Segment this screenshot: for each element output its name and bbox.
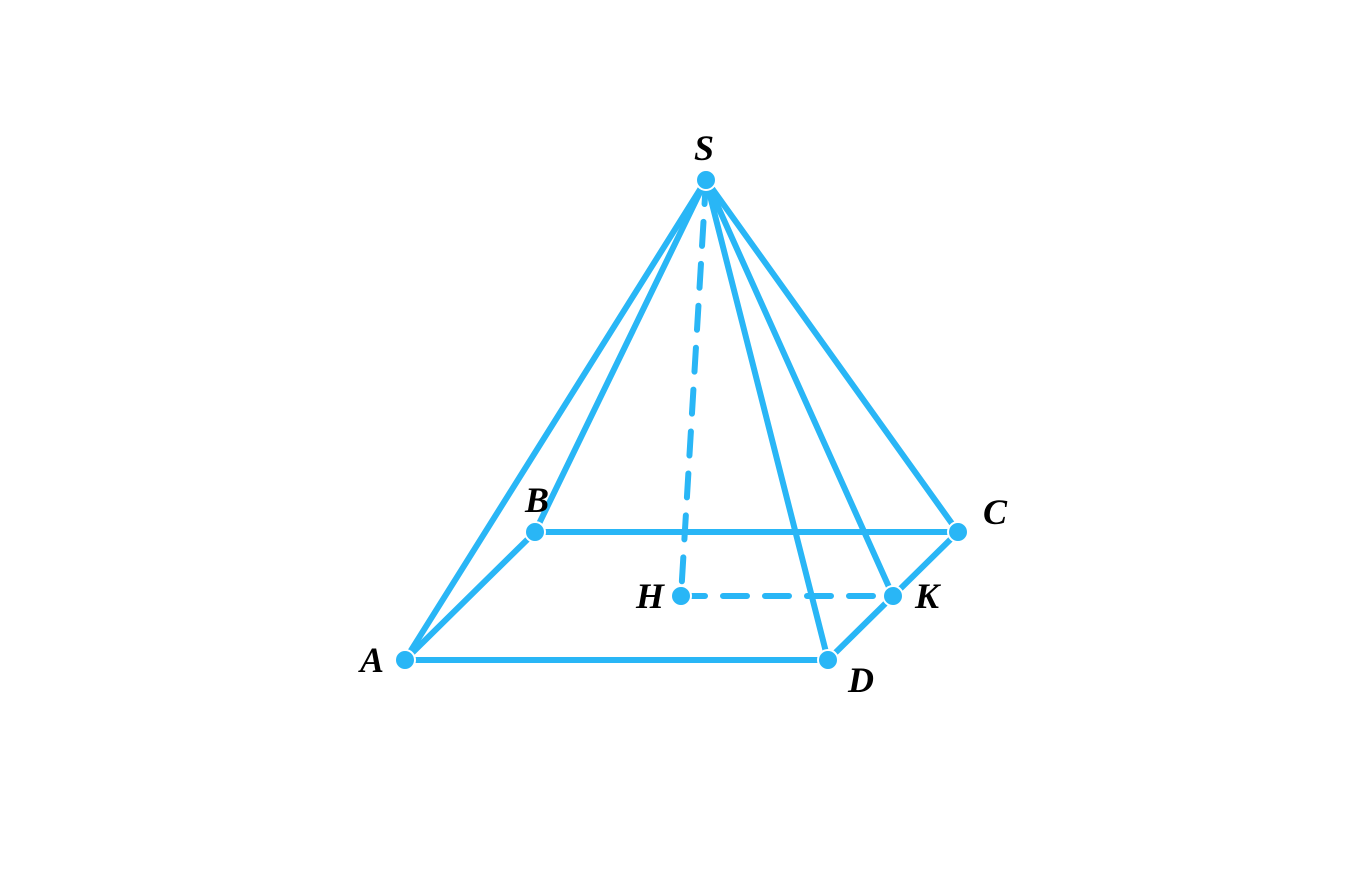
label-K: K [914, 576, 942, 616]
vertex-K [883, 586, 903, 606]
label-B: B [524, 480, 549, 520]
label-S: S [694, 128, 714, 168]
pyramid-diagram: S A B C D H K [0, 0, 1350, 878]
edge-SD [706, 180, 828, 660]
edge-SC [706, 180, 958, 532]
vertex-A [395, 650, 415, 670]
vertex-D [818, 650, 838, 670]
label-H: H [635, 576, 665, 616]
vertex-S [696, 170, 716, 190]
edge-SB [535, 180, 706, 532]
label-D: D [847, 660, 874, 700]
label-A: A [358, 640, 384, 680]
vertex-C [948, 522, 968, 542]
vertex-B [525, 522, 545, 542]
label-C: C [983, 492, 1008, 532]
vertex-H [671, 586, 691, 606]
